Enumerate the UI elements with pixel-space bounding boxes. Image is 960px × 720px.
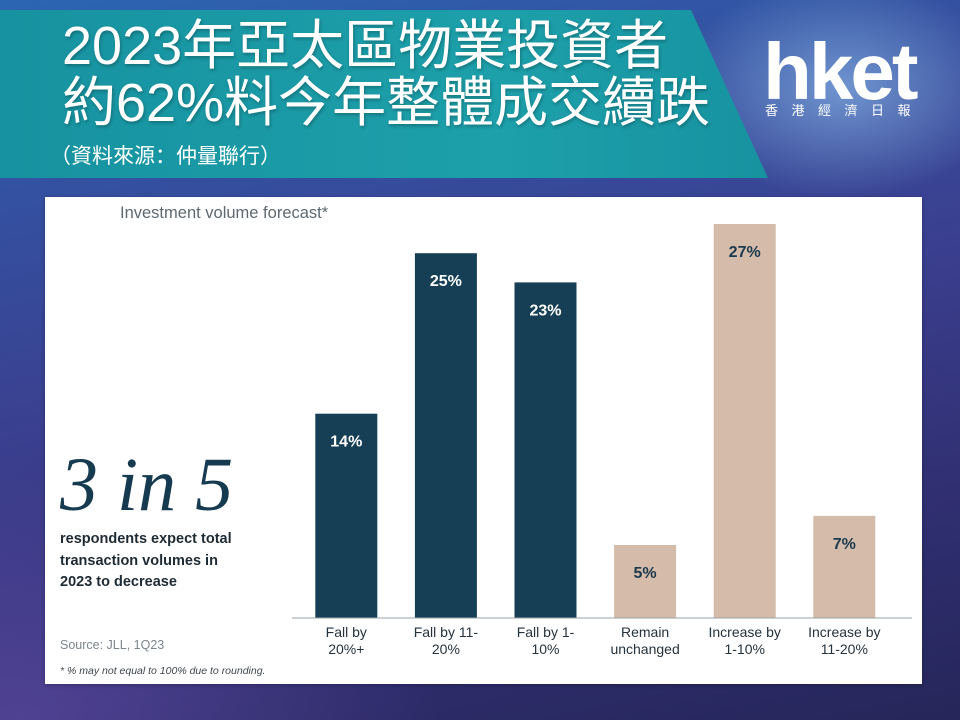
bar <box>514 282 577 618</box>
category-label: Increase by 11-20% <box>808 624 881 657</box>
headline-source: （資料來源：仲量聯行） <box>50 145 281 168</box>
category-label: Fall by 11-20% <box>413 624 479 657</box>
chart-card: 14% 25% 23% 5% 27% 7% Investment volume forec… <box>45 197 922 684</box>
category-label: Fall by 1-10% <box>516 624 575 657</box>
chart-title: Investment volume forecast* <box>120 204 329 222</box>
bar <box>414 253 477 618</box>
headline-line-1: 2023年亞太區物業投資者 <box>62 16 669 76</box>
logo-tagline: 香港經濟日報 <box>765 103 925 118</box>
callout-text-line: transaction volumes in <box>60 552 218 569</box>
callout-text-line: 2023 to decrease <box>60 574 177 590</box>
headline-line-2: 約62%料今年整體成交續跌 <box>62 73 711 133</box>
callout-figure: 3 in 5 <box>60 443 234 527</box>
bar-value-label: 23% <box>529 302 561 319</box>
category-label: Fall by 20%+ <box>325 624 367 657</box>
logo-wordmark: hket <box>763 27 918 116</box>
callout-text: respondents expect total transaction vol… <box>60 529 232 594</box>
bar <box>813 515 876 618</box>
bar-value-label: 7% <box>833 536 856 553</box>
chart-source: Source: JLL, 1Q23 <box>60 638 165 652</box>
bar <box>315 413 378 618</box>
chart-footnote: * % may not equal to 100% due to roundin… <box>60 665 266 677</box>
category-label: Remain unchanged <box>610 624 680 657</box>
bar-value-label: 5% <box>634 565 657 582</box>
hket-logo: hket 香港經濟日報 <box>760 28 925 123</box>
category-axis: Fall by 20%+ Fall by 11-20% Fall by 1-10% R… <box>45 624 922 664</box>
title-banner <box>0 10 768 178</box>
category-label: Increase by 1-10% <box>708 624 781 657</box>
bar <box>614 545 677 618</box>
bar-chart: 14% 25% 23% 5% 27% 7% <box>292 224 912 619</box>
callout-text-line: respondents expect total <box>60 531 232 547</box>
bar-value-label: 14% <box>330 434 362 451</box>
bar-value-label: 27% <box>729 244 761 261</box>
bar <box>713 224 776 618</box>
bar-value-label: 25% <box>430 273 462 290</box>
